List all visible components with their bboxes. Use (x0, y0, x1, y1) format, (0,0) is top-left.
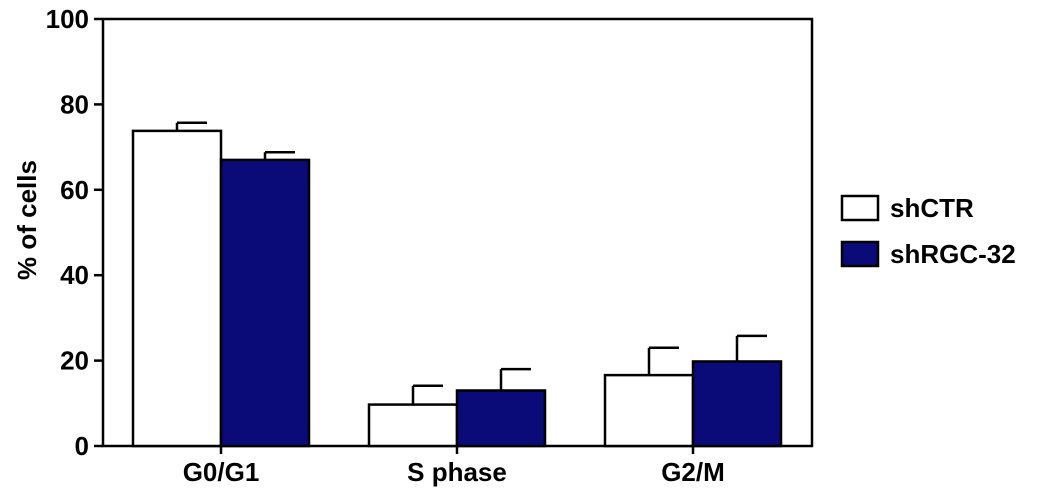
bars-group (131, 121, 783, 448)
y-tick-label: 0 (75, 431, 89, 461)
bar (603, 373, 695, 448)
x-tick-label: G2/M (661, 457, 725, 487)
legend-label: shCTR (890, 193, 974, 223)
bar (219, 158, 311, 448)
legend: shCTR shRGC-32 (840, 193, 1016, 269)
y-tick-label: 100 (46, 4, 89, 34)
bar (455, 389, 547, 448)
y-tick-label: 40 (60, 260, 89, 290)
y-axis: 0 20 40 60 80 100 (46, 4, 103, 461)
bar (131, 129, 223, 448)
bar (691, 360, 783, 448)
legend-label: shRGC-32 (890, 239, 1016, 269)
legend-swatch (840, 240, 880, 268)
y-axis-label: % of cells (12, 160, 42, 280)
legend-swatch (840, 194, 880, 222)
y-tick-label: 20 (60, 346, 89, 376)
x-tick-label: G0/G1 (183, 457, 260, 487)
y-tick-label: 80 (60, 89, 89, 119)
y-tick-label: 60 (60, 175, 89, 205)
x-tick-label: S phase (407, 457, 507, 487)
bar (367, 403, 459, 448)
x-axis: G0/G1 S phase G2/M (183, 446, 725, 487)
